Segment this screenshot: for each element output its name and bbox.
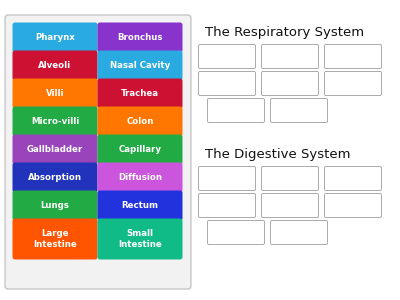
FancyBboxPatch shape <box>198 71 256 95</box>
FancyBboxPatch shape <box>262 194 318 218</box>
FancyBboxPatch shape <box>324 71 382 95</box>
Text: The Digestive System: The Digestive System <box>205 148 350 161</box>
Text: Small
Intestine: Small Intestine <box>118 230 162 248</box>
Text: Micro-villi: Micro-villi <box>31 117 79 126</box>
FancyBboxPatch shape <box>270 98 328 122</box>
FancyBboxPatch shape <box>12 50 98 80</box>
FancyBboxPatch shape <box>262 71 318 95</box>
FancyBboxPatch shape <box>98 218 182 260</box>
FancyBboxPatch shape <box>12 218 98 260</box>
Text: Gallbladder: Gallbladder <box>27 145 83 154</box>
FancyBboxPatch shape <box>12 190 98 220</box>
Text: Absorption: Absorption <box>28 173 82 182</box>
Text: Bronchus: Bronchus <box>117 33 163 42</box>
Text: Pharynx: Pharynx <box>35 33 75 42</box>
FancyBboxPatch shape <box>198 44 256 68</box>
FancyBboxPatch shape <box>5 15 191 289</box>
Text: Trachea: Trachea <box>121 89 159 98</box>
FancyBboxPatch shape <box>98 134 182 164</box>
FancyBboxPatch shape <box>208 220 264 244</box>
Text: Capillary: Capillary <box>118 145 162 154</box>
FancyBboxPatch shape <box>98 190 182 220</box>
FancyBboxPatch shape <box>12 134 98 164</box>
FancyBboxPatch shape <box>324 194 382 218</box>
Text: Large
Intestine: Large Intestine <box>33 230 77 248</box>
FancyBboxPatch shape <box>324 167 382 191</box>
FancyBboxPatch shape <box>324 44 382 68</box>
FancyBboxPatch shape <box>12 106 98 136</box>
FancyBboxPatch shape <box>98 106 182 136</box>
Text: Nasal Cavity: Nasal Cavity <box>110 61 170 70</box>
Text: Diffusion: Diffusion <box>118 173 162 182</box>
FancyBboxPatch shape <box>262 44 318 68</box>
FancyBboxPatch shape <box>208 98 264 122</box>
Text: Alveoli: Alveoli <box>38 61 72 70</box>
FancyBboxPatch shape <box>98 79 182 109</box>
FancyBboxPatch shape <box>98 22 182 52</box>
FancyBboxPatch shape <box>98 163 182 193</box>
FancyBboxPatch shape <box>98 50 182 80</box>
FancyBboxPatch shape <box>198 194 256 218</box>
Text: Lungs: Lungs <box>40 201 70 210</box>
FancyBboxPatch shape <box>12 79 98 109</box>
FancyBboxPatch shape <box>198 167 256 191</box>
Text: Colon: Colon <box>126 117 154 126</box>
Text: Villi: Villi <box>46 89 64 98</box>
Text: The Respiratory System: The Respiratory System <box>205 26 364 39</box>
Text: Rectum: Rectum <box>122 201 158 210</box>
FancyBboxPatch shape <box>12 22 98 52</box>
FancyBboxPatch shape <box>270 220 328 244</box>
FancyBboxPatch shape <box>12 163 98 193</box>
FancyBboxPatch shape <box>262 167 318 191</box>
